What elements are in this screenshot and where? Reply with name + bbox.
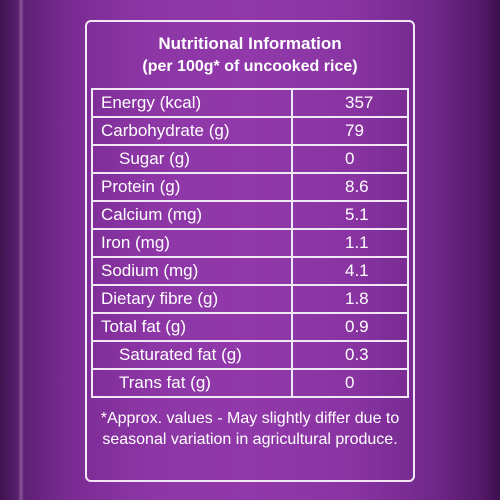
panel-title: Nutritional Information (158, 34, 342, 53)
package-gloss (18, 0, 24, 500)
nutrient-value: 4.1 (291, 256, 409, 286)
table-row: Trans fat (g) 0 (91, 368, 409, 398)
nutrient-value: 79 (291, 116, 409, 146)
nutrient-value: 1.8 (291, 284, 409, 314)
nutrition-panel: Nutritional Information (per 100g* of un… (85, 20, 415, 482)
table-row: Energy (kcal) 357 (91, 88, 409, 118)
nutrient-value: 357 (291, 88, 409, 118)
nutrient-name: Trans fat (g) (91, 368, 293, 398)
panel-subtitle: (per 100g* of uncooked rice) (142, 58, 358, 75)
table-row: Total fat (g) 0.9 (91, 312, 409, 342)
table-row: Sugar (g) 0 (91, 144, 409, 174)
table-row: Dietary fibre (g) 1.8 (91, 284, 409, 314)
footnote: *Approx. values - May slightly differ du… (100, 410, 400, 448)
nutrient-name: Saturated fat (g) (91, 340, 293, 370)
nutrient-name: Energy (kcal) (91, 88, 293, 118)
nutrient-value: 1.1 (291, 228, 409, 258)
nutrient-value: 8.6 (291, 172, 409, 202)
table-row: Iron (mg) 1.1 (91, 228, 409, 258)
table-row: Saturated fat (g) 0.3 (91, 340, 409, 370)
nutrient-name: Protein (g) (91, 172, 293, 202)
nutrient-name: Sugar (g) (91, 144, 293, 174)
table-row: Carbohydrate (g) 79 (91, 116, 409, 146)
nutrient-name: Total fat (g) (91, 312, 293, 342)
table-row: Protein (g) 8.6 (91, 172, 409, 202)
nutrition-table: Energy (kcal) 357 Carbohydrate (g) 79 Su… (91, 88, 409, 398)
nutrient-name: Dietary fibre (g) (91, 284, 293, 314)
nutrient-name: Iron (mg) (91, 228, 293, 258)
nutrient-name: Sodium (mg) (91, 256, 293, 286)
nutrient-value: 5.1 (291, 200, 409, 230)
table-row: Calcium (mg) 5.1 (91, 200, 409, 230)
nutrient-value: 0.9 (291, 312, 409, 342)
nutrient-value: 0.3 (291, 340, 409, 370)
nutrient-name: Calcium (mg) (91, 200, 293, 230)
table-row: Sodium (mg) 4.1 (91, 256, 409, 286)
panel-heading: Nutritional Information (per 100g* of un… (87, 22, 413, 79)
nutrient-value: 0 (291, 368, 409, 398)
nutrient-value: 0 (291, 144, 409, 174)
nutrient-name: Carbohydrate (g) (91, 116, 293, 146)
